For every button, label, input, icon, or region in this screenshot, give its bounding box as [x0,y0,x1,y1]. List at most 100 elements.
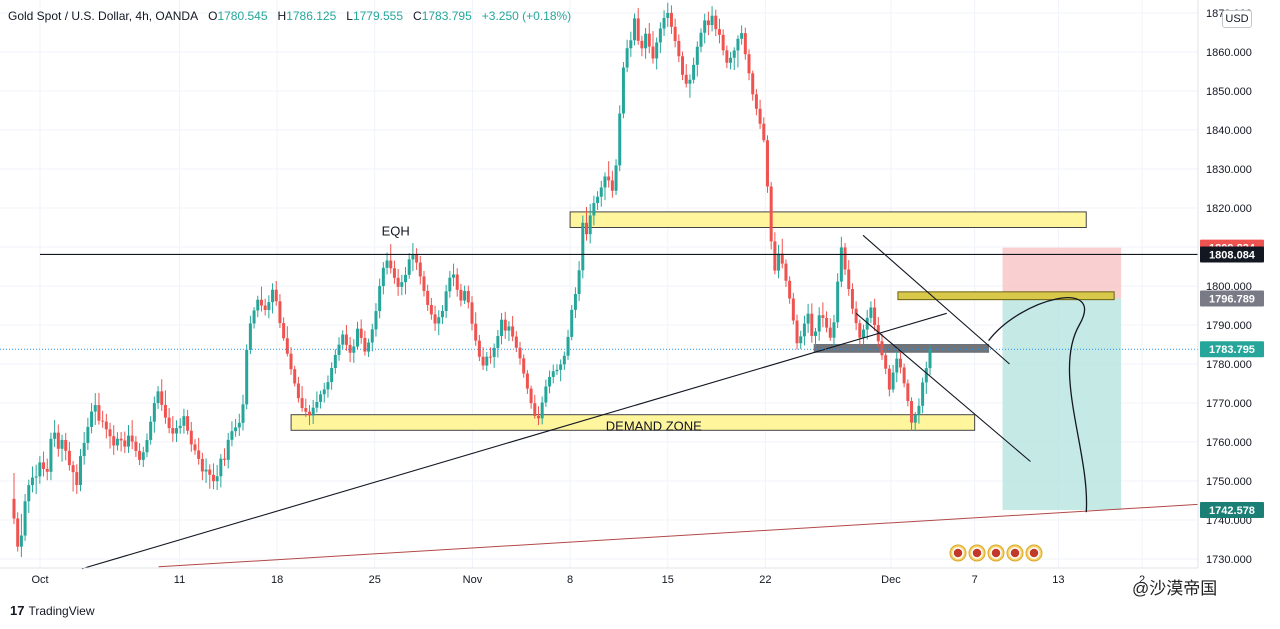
candle [788,276,792,304]
candle [758,99,762,129]
candle [692,57,696,84]
candle [477,334,481,362]
price-axis[interactable]: 1730.000 1740.000 1750.000 1760.000 1770.000… [1206,8,1252,566]
candle [466,285,470,309]
candle [359,319,363,344]
candle-body [636,18,640,41]
candle-body [562,355,566,365]
candle-body [285,338,289,354]
candle-body [97,405,101,421]
candle [607,161,611,188]
trendline [158,503,1199,568]
candle [245,344,249,410]
candle-body [271,289,275,303]
candle-body [669,12,673,27]
candle [917,398,921,424]
candle-body [248,323,252,350]
currency-button[interactable]: USD [1222,10,1252,28]
price-marker: 1742.578 [1200,501,1264,518]
candle-body [777,253,781,271]
watermark: @沙漠帝国 [1132,579,1218,598]
candle [751,70,755,101]
trendlines[interactable] [0,234,1199,570]
event-flag-icon [949,544,967,562]
candle [799,330,803,349]
candle [492,343,496,368]
candle [86,417,90,450]
candle [684,64,688,88]
price-marker-label: 1808.084 [1209,249,1256,261]
candle [588,203,592,244]
candle [832,314,836,347]
candle [448,270,452,298]
annotation-label: EQH [382,223,410,238]
candle [559,359,563,382]
candle [93,393,97,425]
candle-body [688,79,692,84]
zones[interactable] [290,211,1115,431]
candle-body [551,371,555,377]
event-flag [952,547,964,559]
candle [189,421,193,452]
candle-body [884,355,888,369]
candle [459,283,463,307]
candle-body [452,274,456,278]
candle [145,433,149,458]
candle-body [603,176,607,188]
candle [16,512,20,552]
candle [603,172,607,201]
candle [839,236,843,288]
candle [644,27,648,59]
time-tick-label: Oct [31,574,48,586]
candle-body [149,421,153,440]
position-tool[interactable] [1002,247,1122,510]
candle-body [614,165,618,191]
candle-body [307,411,311,416]
candle [485,351,489,372]
projection-curve[interactable] [988,297,1088,513]
candle [67,441,71,471]
time-axis[interactable]: Oct 11 18 25 Nov 8 15 22 Dec 7 13 2 [31,574,1145,586]
candle-body [38,462,42,477]
event-icons[interactable] [949,544,1043,562]
candle [141,446,145,467]
candle-body [160,391,164,405]
candle-body [53,432,57,439]
candle-body [34,476,38,478]
price-marker-bg [1200,341,1264,358]
candle [223,448,227,467]
candle [621,61,625,119]
price-marker-label: 1783.795 [1209,344,1255,356]
candle-body [913,414,917,423]
candle [585,206,588,241]
candle-body [30,477,34,486]
time-tick-label: 13 [1052,574,1064,586]
price-marker-label: 1742.578 [1209,505,1255,517]
candle-body [392,268,396,278]
candle [858,319,862,346]
candle-body [396,277,400,287]
candle [226,432,230,469]
candle-body [256,299,260,311]
candle-body [588,215,592,235]
candle [481,347,485,371]
price-tick-label: 1780.000 [1206,359,1252,371]
candle-body [607,176,611,181]
candle-body [463,290,467,301]
candle-body [887,368,891,390]
candle [19,513,23,558]
candle-body [12,498,16,519]
tradingview-logo[interactable]: 17 TradingView [10,603,95,618]
candle-body [367,342,371,352]
time-tick-label: 25 [369,574,381,586]
candle-body [437,317,441,324]
candle-body [585,222,588,235]
candle [906,379,910,407]
candle [34,464,38,495]
candle-body [56,432,60,449]
candle-body [666,12,670,18]
candle [902,363,906,388]
event-flag-icon [1006,544,1024,562]
